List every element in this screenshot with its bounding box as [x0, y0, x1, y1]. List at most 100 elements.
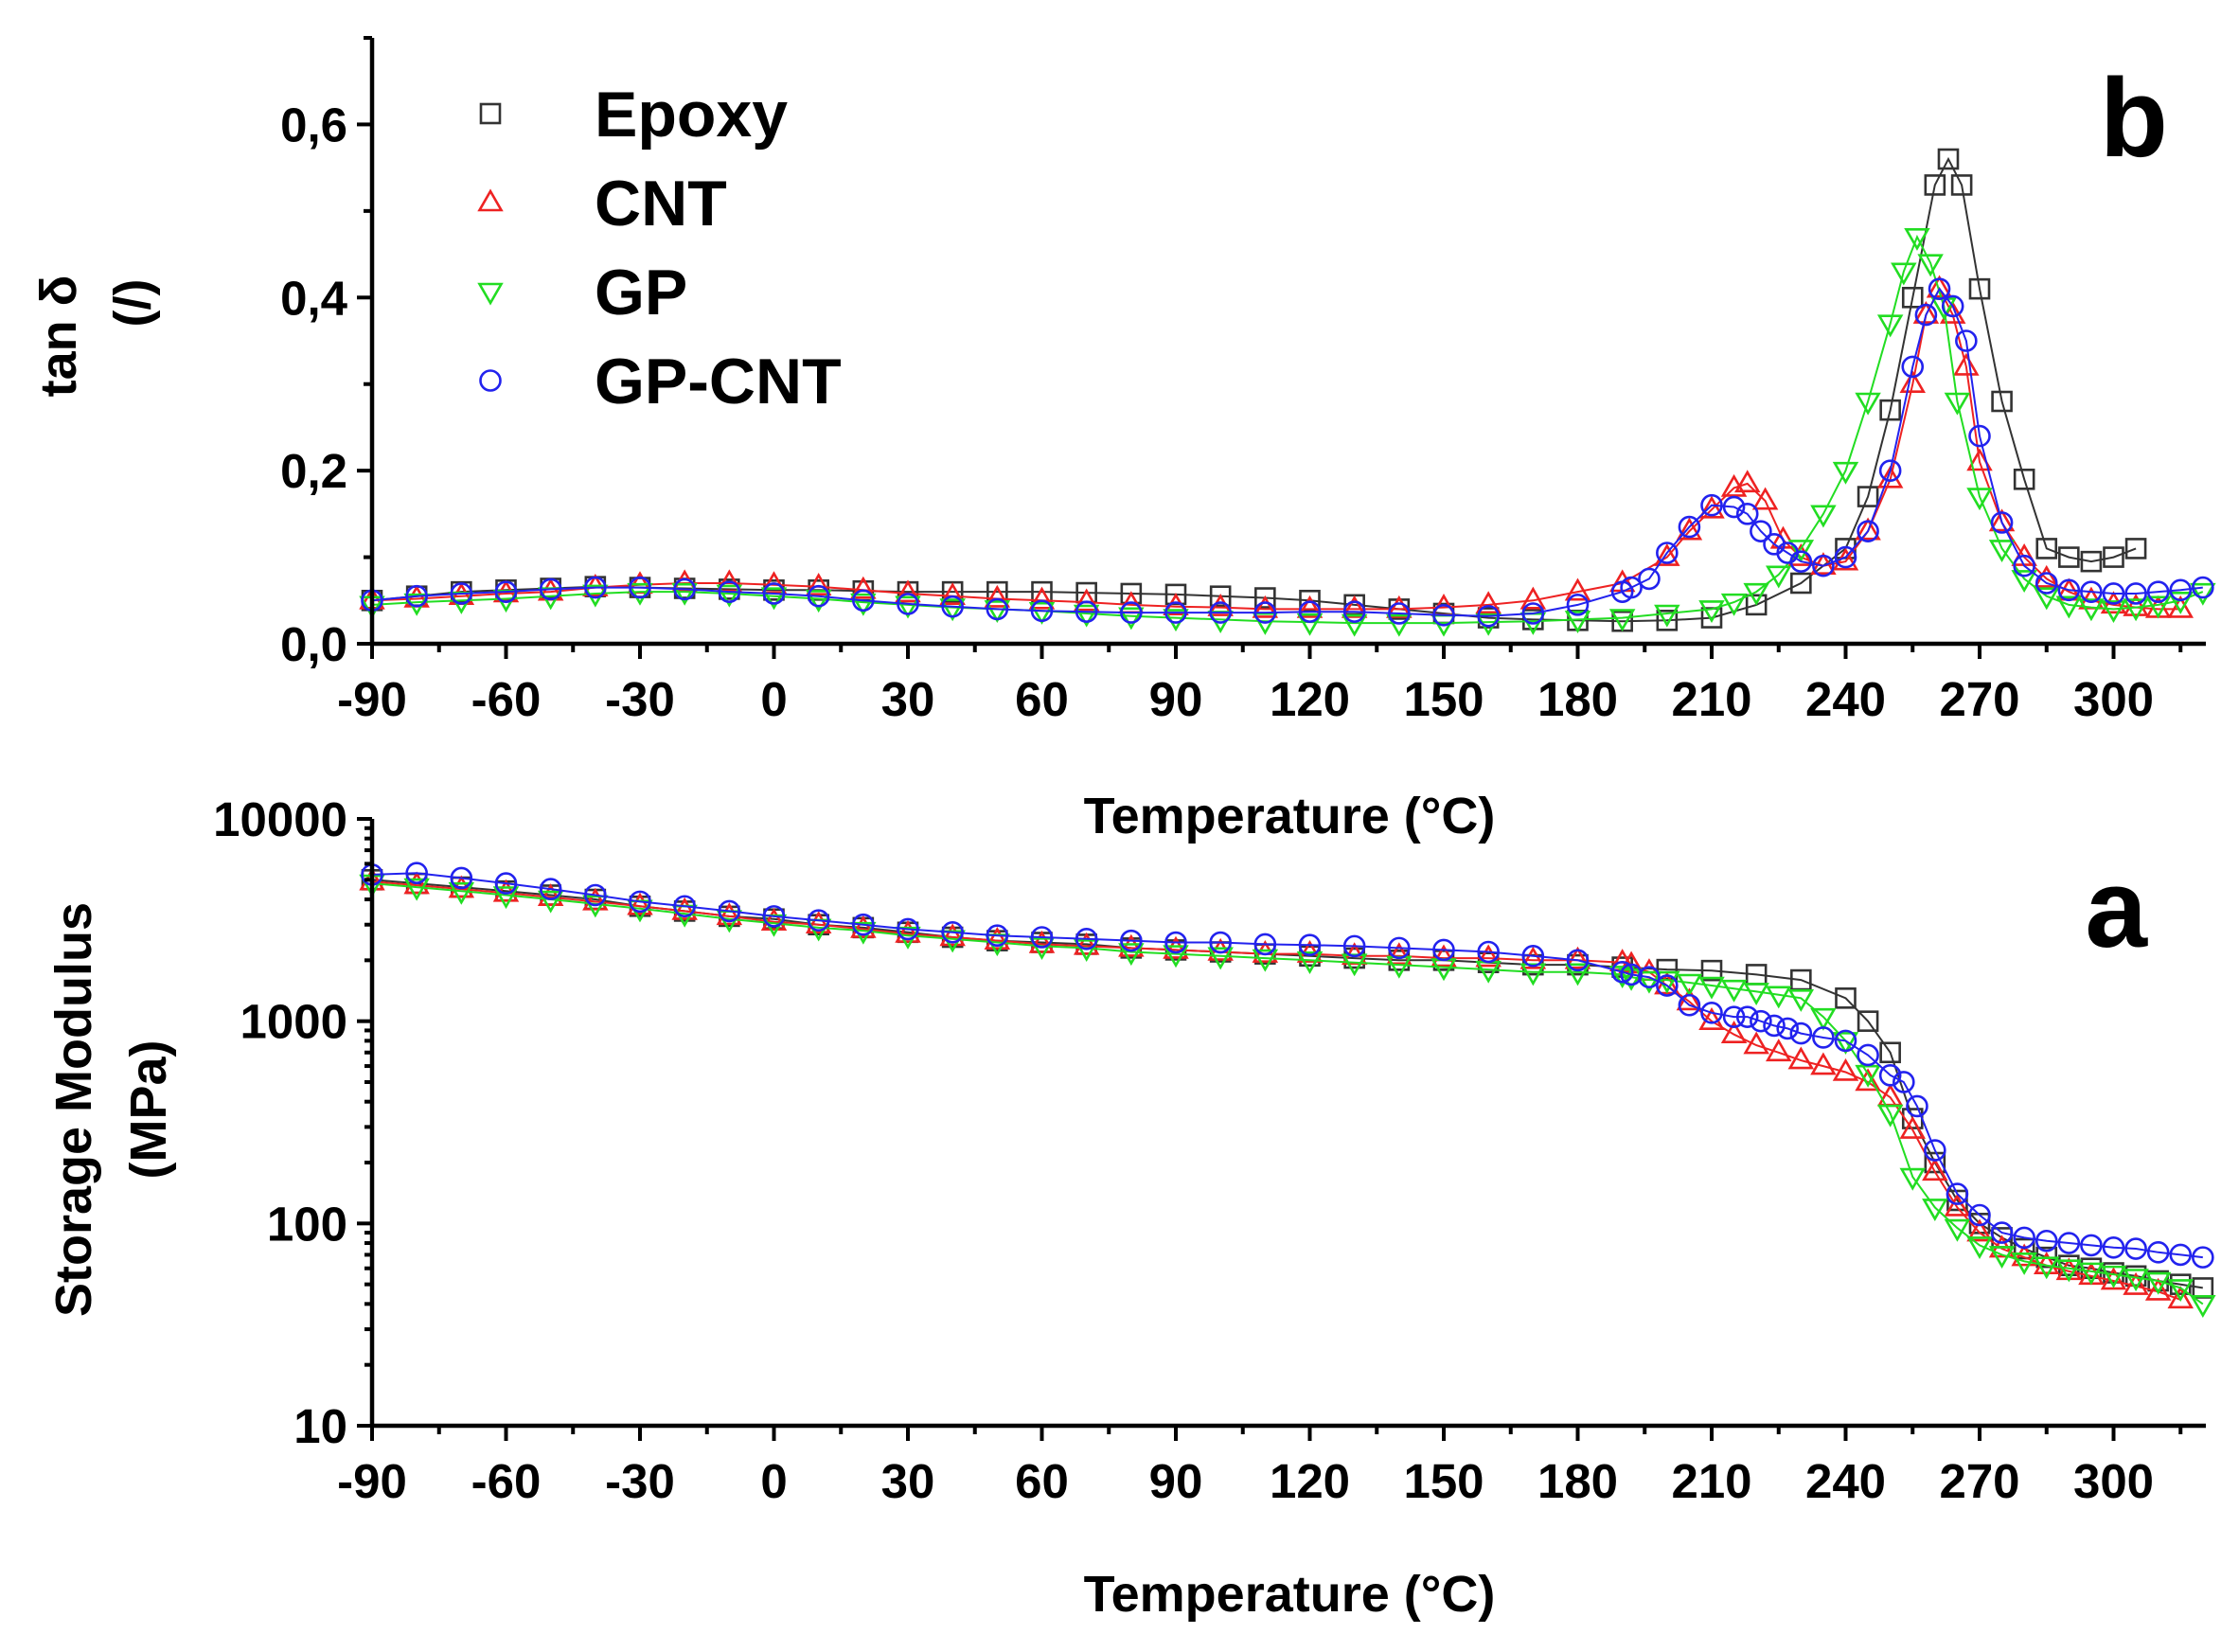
tan-delta-cnt-point: [1654, 542, 1680, 566]
tan-delta-gp-point: [1608, 609, 1636, 632]
storage-modulus-gp-cnt-point: [1834, 1029, 1857, 1053]
storage-modulus-gp-point: [1698, 976, 1725, 1000]
tan-delta-gp-cnt-point: [1941, 294, 1964, 318]
storage-modulus-cnt-point: [1832, 1057, 1859, 1081]
storage-modulus-gp-cnt-point: [1342, 934, 1366, 958]
tan-delta-gp-cnt-point: [2192, 576, 2214, 599]
storage-modulus-gp-point: [2144, 1271, 2172, 1295]
tan-delta-gp-point: [1296, 613, 1324, 636]
storage-modulus-cnt-point: [2100, 1267, 2127, 1290]
tan-delta-gp-point: [671, 582, 698, 606]
tan-delta-gp-point: [1073, 604, 1100, 628]
tan-delta-gp-cnt-point: [986, 597, 1009, 621]
tan-delta-gp-point: [716, 584, 743, 608]
tan-delta-epoxy-point: [1924, 174, 1946, 196]
tan-delta-gp-point: [2078, 598, 2105, 622]
tan-delta-x-tick-label: 90: [1149, 672, 1203, 726]
tan-delta-gp-cnt-point: [2102, 582, 2125, 605]
storage-modulus-y-ticks: 10 100 1000 10000: [213, 792, 372, 1453]
tan-delta-cnt-point: [1676, 517, 1703, 541]
storage-modulus-cnt-point: [1698, 1007, 1725, 1030]
storage-modulus-gp-point: [2078, 1262, 2105, 1286]
tan-delta-gp-cnt-point: [2124, 582, 2147, 605]
chart-legend: Epoxy CNT GP GP-CNT: [477, 79, 842, 417]
storage-modulus-cnt-point: [1386, 942, 1413, 966]
storage-modulus-x-tick-label: 300: [2073, 1454, 2154, 1508]
tan-delta-line-gp: [371, 234, 2204, 625]
storage-modulus-cnt-point: [2011, 1243, 2037, 1267]
storage-modulus-cnt-point: [1720, 1021, 1748, 1043]
tan-delta-cnt-point: [1899, 370, 1926, 394]
storage-modulus-gp-cnt-point: [1892, 1071, 1915, 1093]
tan-delta-gp-cnt-point: [1834, 545, 1857, 569]
storage-modulus-cnt-point: [1810, 1052, 1837, 1075]
legend-item-cnt: CNT: [477, 168, 727, 240]
tan-delta-cnt-point: [805, 573, 832, 595]
tan-delta-gp-point: [1698, 600, 1725, 624]
tan-delta-gp-point: [1654, 604, 1680, 628]
tan-delta-gp-cnt-point: [2169, 578, 2193, 602]
tan-delta-gp-cnt-point: [1638, 567, 1661, 591]
storage-modulus-cnt-point: [2167, 1286, 2194, 1309]
tan-delta-gp-cnt-point: [1030, 599, 1054, 623]
storage-modulus-cnt-point: [1855, 1068, 1881, 1092]
tan-delta-cnt-point: [1386, 595, 1413, 618]
tan-delta-gp-point: [2144, 595, 2172, 619]
storage-modulus-cnt-point: [1073, 932, 1100, 955]
tan-delta-epoxy-point: [1937, 148, 1960, 170]
storage-modulus-cnt-point: [1922, 1158, 1948, 1181]
storage-modulus-x-tick-label: -30: [605, 1454, 675, 1508]
legend-cnt-symbol-point: [477, 188, 504, 212]
tan-delta-gp-cnt-point: [2013, 554, 2035, 577]
storage-modulus-gp-cnt-point: [1812, 1026, 1835, 1049]
storage-modulus-gp-cnt-point: [1209, 931, 1232, 954]
storage-modulus-gp-cnt-point: [852, 913, 875, 936]
storage-modulus-epoxy-point: [1835, 987, 1857, 1009]
tan-delta-x-tick-label: -60: [471, 672, 542, 726]
storage-modulus-gp-cnt-point: [1298, 933, 1322, 957]
storage-modulus-gp-cnt-point: [1857, 1043, 1879, 1067]
tan-delta-gp-cnt-point: [1620, 576, 1643, 599]
storage-modulus-gp-cnt-point: [1678, 993, 1701, 1017]
storage-modulus-gp-point: [1899, 1167, 1926, 1191]
tan-delta-cnt-point: [1751, 487, 1779, 510]
tan-delta-gp-cnt-point: [405, 584, 428, 608]
storage-modulus-gp-point: [1519, 963, 1547, 986]
storage-modulus-cnt-point: [1475, 944, 1502, 968]
tan-delta-gp-point: [1766, 565, 1792, 589]
tan-delta-y-tick-label: 0,4: [280, 271, 348, 325]
legend-gp-cnt-symbol-point: [479, 369, 502, 392]
storage-modulus-gp-point: [1654, 970, 1680, 994]
storage-modulus-cnt-point: [1118, 933, 1145, 957]
tan-delta-gp-cnt-point: [807, 584, 830, 608]
storage-modulus-gp-cnt-point: [1946, 1182, 1969, 1205]
tan-delta-cnt-point: [1988, 508, 2016, 532]
storage-modulus-gp-point: [1876, 1104, 1904, 1128]
storage-modulus-gp-cnt-point: [1750, 1009, 1772, 1033]
storage-modulus-cnt-point: [2123, 1271, 2149, 1295]
tan-delta-line-epoxy: [371, 156, 2137, 623]
tan-delta-gp-cnt-point: [1990, 511, 2014, 534]
storage-modulus-gp-point: [1810, 1007, 1837, 1031]
storage-modulus-epoxy-point: [1700, 959, 1723, 982]
legend-item-gp: GP: [477, 257, 687, 329]
tan-delta-series-gp: [359, 227, 2216, 637]
storage-modulus-gp-point: [2123, 1269, 2149, 1292]
panel-label-b: b: [2100, 56, 2168, 181]
tan-delta-epoxy-point: [2080, 550, 2103, 573]
tan-delta-gp-point: [939, 598, 966, 622]
tan-delta-gp-cnt-point: [1388, 602, 1411, 625]
panel-label-a: a: [2085, 846, 2148, 971]
tan-delta-cnt-point: [1073, 588, 1100, 612]
storage-modulus-gp-point: [1720, 979, 1748, 1003]
storage-modulus-gp-cnt-point: [2080, 1234, 2103, 1257]
storage-modulus-gp-cnt-point: [1924, 1139, 1946, 1162]
tan-delta-cnt-point: [716, 569, 743, 593]
storage-modulus-x-axis-title: Temperature (°C): [1084, 1566, 1496, 1623]
tan-delta-gp-point: [627, 582, 653, 606]
storage-modulus-gp-point: [1787, 989, 1815, 1012]
tan-delta-gp-point: [2100, 600, 2127, 624]
tan-delta-series-gp-cnt: [361, 277, 2214, 628]
storage-modulus-x-ticks: -90 -60 -30 0 30 60 90 120 150 180 210 240 270 300: [337, 1426, 2183, 1508]
tan-delta-gp-point: [1966, 488, 1993, 511]
